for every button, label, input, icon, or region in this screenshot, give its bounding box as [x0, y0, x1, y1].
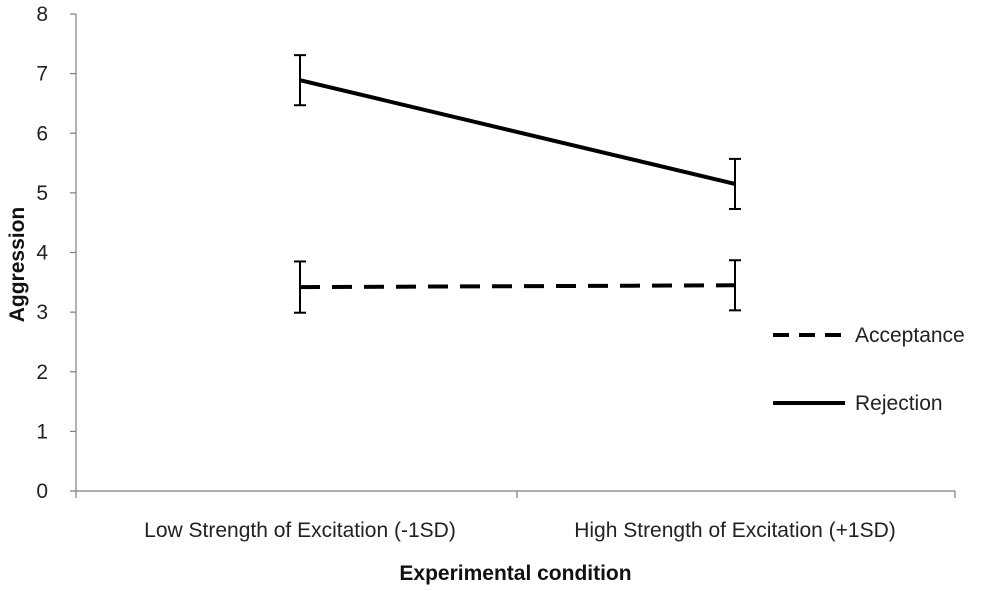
- legend-label: Rejection: [855, 392, 943, 415]
- series: [294, 54, 741, 314]
- error-bar: [729, 157, 741, 210]
- error-bar: [729, 259, 741, 312]
- y-tick-label: 5: [36, 182, 48, 205]
- x-axis-title: Experimental condition: [399, 562, 631, 585]
- y-tick-label: 8: [36, 3, 48, 26]
- series-line: [299, 283, 736, 290]
- error-bar: [294, 260, 306, 314]
- series-rejection: [294, 54, 741, 210]
- legend-label: Acceptance: [855, 324, 965, 347]
- y-tick-label: 1: [36, 420, 48, 443]
- y-tick-label: 0: [36, 480, 48, 503]
- y-axis-title: Aggression: [6, 207, 29, 323]
- series-line: [299, 78, 736, 186]
- legend: Acceptance Rejection: [773, 324, 965, 415]
- y-tick-label: 7: [36, 63, 48, 86]
- y-tick-label: 4: [36, 242, 48, 265]
- error-bar: [294, 54, 306, 107]
- axes: [75, 14, 955, 492]
- x-ticks: Low Strength of Excitation (-1SD) High St…: [75, 491, 956, 542]
- x-tick-label: Low Strength of Excitation (-1SD): [144, 519, 456, 542]
- legend-item-rejection: Rejection: [773, 392, 943, 415]
- x-tick-label: High Strength of Excitation (+1SD): [574, 519, 896, 542]
- series-acceptance: [294, 259, 741, 314]
- y-tick-label: 6: [36, 122, 48, 145]
- y-ticks: 0 1 2 3 4 5 6 7 8: [36, 3, 76, 503]
- legend-item-acceptance: Acceptance: [773, 324, 965, 347]
- y-tick-label: 2: [36, 361, 48, 384]
- y-tick-label: 3: [36, 301, 48, 324]
